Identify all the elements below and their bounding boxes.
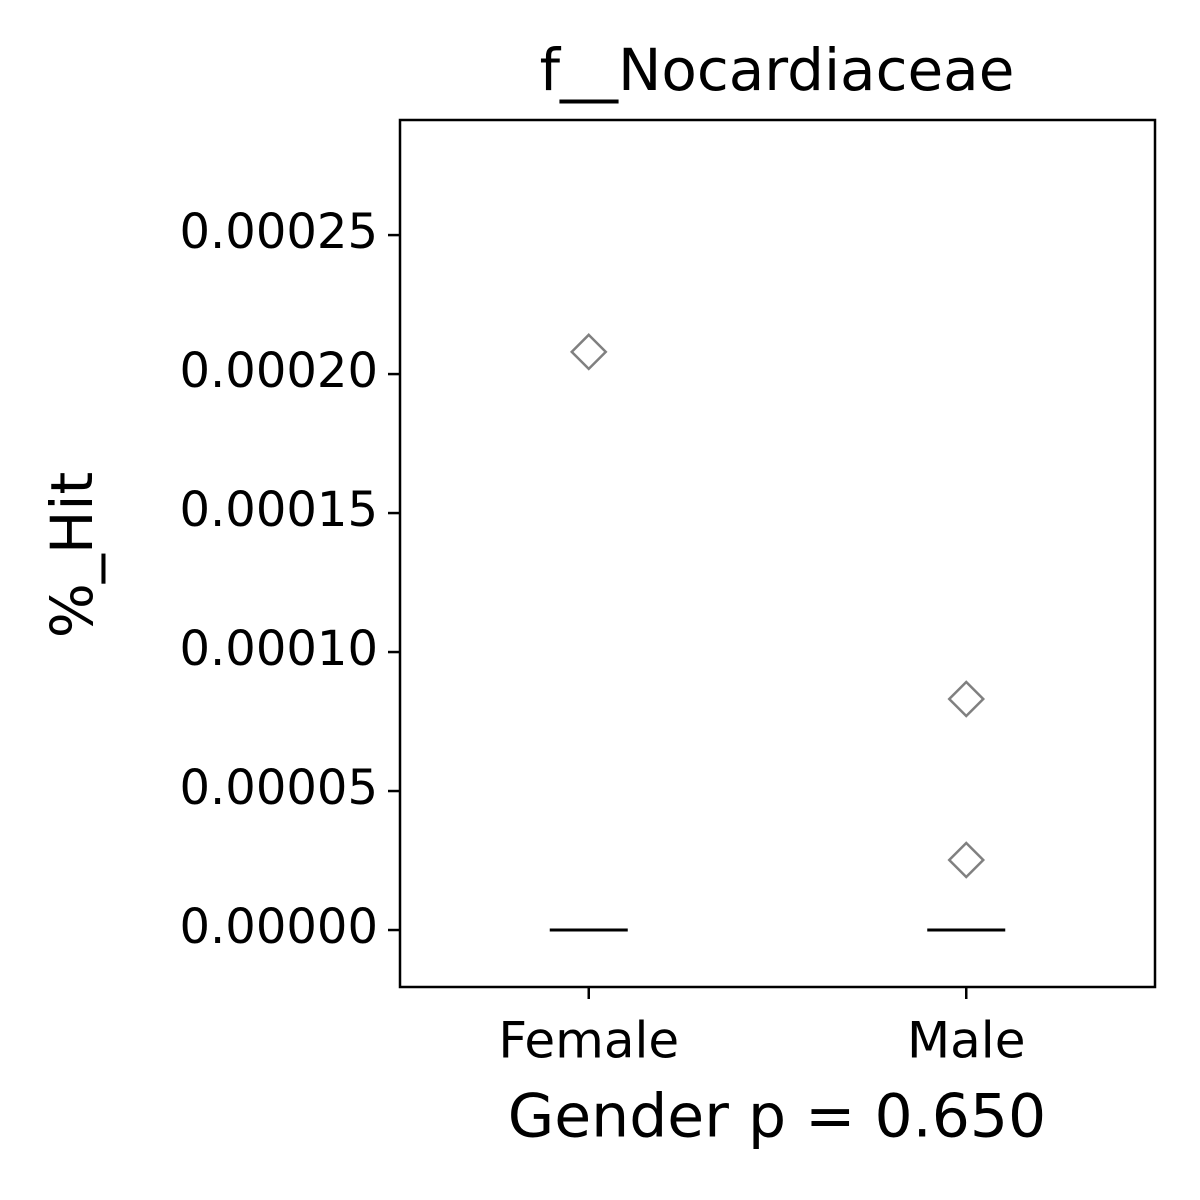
y-axis-label: %_Hit bbox=[38, 472, 106, 639]
chart-title: f__Nocardiaceae bbox=[540, 36, 1015, 104]
x-axis-label: Gender p = 0.650 bbox=[508, 1082, 1046, 1152]
y-tick-label: 0.00005 bbox=[180, 760, 379, 816]
y-tick-label: 0.00015 bbox=[180, 482, 379, 538]
outlier bbox=[947, 841, 986, 879]
y-tick-label: 0.00000 bbox=[180, 899, 379, 955]
x-tick-label: Male bbox=[907, 1012, 1025, 1070]
outlier bbox=[947, 680, 986, 718]
y-tick-label: 0.00010 bbox=[180, 621, 379, 677]
y-tick-label: 0.00020 bbox=[180, 343, 379, 399]
y-tick-label: 0.00025 bbox=[180, 204, 379, 260]
outlier bbox=[569, 333, 608, 371]
plot-frame bbox=[398, 118, 1157, 989]
x-tick-label: Female bbox=[498, 1012, 679, 1070]
